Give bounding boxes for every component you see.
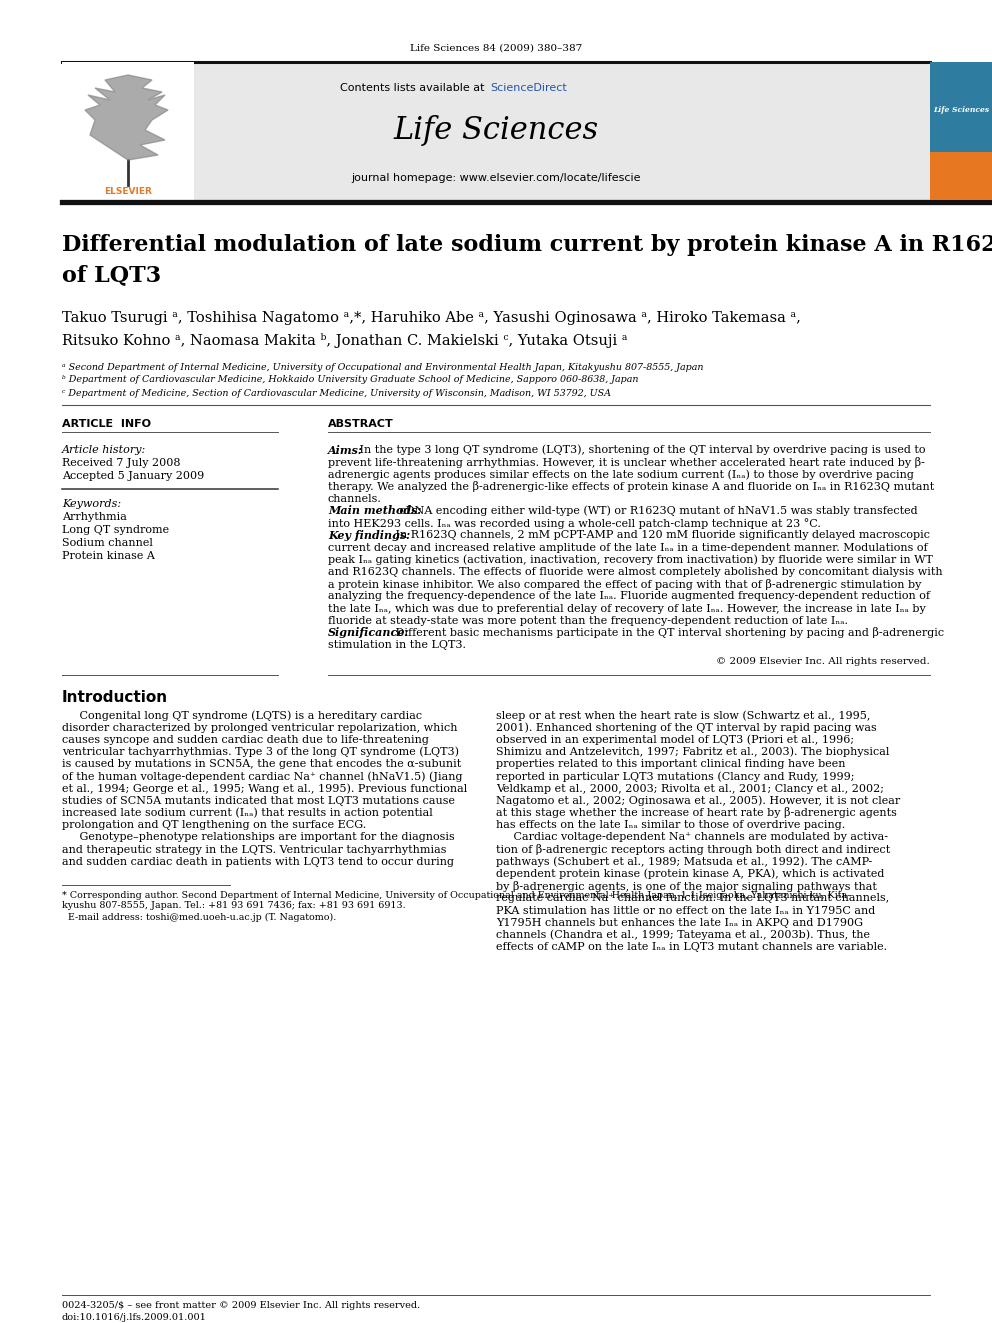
Text: Cardiac voltage-dependent Na⁺ channels are modulated by activa-: Cardiac voltage-dependent Na⁺ channels a… [496,832,888,843]
Text: Main methods:: Main methods: [328,505,422,516]
FancyBboxPatch shape [930,152,992,200]
Text: and R1623Q channels. The effects of fluoride were almost completely abolished by: and R1623Q channels. The effects of fluo… [328,568,942,577]
Text: the late Iₙₐ, which was due to preferential delay of recovery of late Iₙₐ. Howev: the late Iₙₐ, which was due to preferent… [328,603,926,614]
FancyBboxPatch shape [62,62,194,200]
Text: at this stage whether the increase of heart rate by β-adrenergic agents: at this stage whether the increase of he… [496,807,897,819]
Text: Keywords:: Keywords: [62,499,121,509]
Text: et al., 1994; George et al., 1995; Wang et al., 1995). Previous functional: et al., 1994; George et al., 1995; Wang … [62,783,467,794]
Text: Significance:: Significance: [328,627,410,639]
Text: increased late sodium current (Iₙₐ) that results in action potential: increased late sodium current (Iₙₐ) that… [62,808,433,819]
Text: ᶜ Department of Medicine, Section of Cardiovascular Medicine, University of Wisc: ᶜ Department of Medicine, Section of Car… [62,389,611,397]
Text: Long QT syndrome: Long QT syndrome [62,525,169,534]
Text: current decay and increased relative amplitude of the late Iₙₐ in a time-depende: current decay and increased relative amp… [328,542,928,553]
Text: peak Iₙₐ gating kinetics (activation, inactivation, recovery from inactivation) : peak Iₙₐ gating kinetics (activation, in… [328,554,932,565]
Text: analyzing the frequency-dependence of the late Iₙₐ. Fluoride augmented frequency: analyzing the frequency-dependence of th… [328,591,930,602]
Text: kyushu 807-8555, Japan. Tel.: +81 93 691 7436; fax: +81 93 691 6913.: kyushu 807-8555, Japan. Tel.: +81 93 691… [62,901,406,910]
Text: channels.: channels. [328,493,382,504]
Text: by β-adrenergic agents, is one of the major signaling pathways that: by β-adrenergic agents, is one of the ma… [496,881,877,892]
Text: and therapeutic strategy in the LQTS. Ventricular tachyarrhythmias: and therapeutic strategy in the LQTS. Ve… [62,844,446,855]
Text: Sodium channel: Sodium channel [62,538,153,548]
Text: Key findings:: Key findings: [328,531,411,541]
Text: PKA stimulation has little or no effect on the late Iₙₐ in Y1795C and: PKA stimulation has little or no effect … [496,906,875,916]
Text: Contents lists available at: Contents lists available at [340,83,488,93]
Text: stimulation in the LQT3.: stimulation in the LQT3. [328,640,466,650]
Text: Y1795H channels but enhances the late Iₙₐ in AKPQ and D1790G: Y1795H channels but enhances the late Iₙ… [496,918,863,927]
Text: doi:10.1016/j.lfs.2009.01.001: doi:10.1016/j.lfs.2009.01.001 [62,1312,207,1322]
Text: Different basic mechanisms participate in the QT interval shortening by pacing a: Different basic mechanisms participate i… [392,627,944,639]
Polygon shape [85,75,168,160]
Text: has effects on the late Iₙₐ similar to those of overdrive pacing.: has effects on the late Iₙₐ similar to t… [496,820,845,831]
Text: therapy. We analyzed the β-adrenergic-like effects of protein kinase A and fluor: therapy. We analyzed the β-adrenergic-li… [328,482,934,492]
Text: regulate cardiac Na⁺ channel function. In the LQT3 mutant channels,: regulate cardiac Na⁺ channel function. I… [496,893,889,904]
Text: Article history:: Article history: [62,445,146,455]
Text: tion of β-adrenergic receptors acting through both direct and indirect: tion of β-adrenergic receptors acting th… [496,844,890,855]
Text: causes syncope and sudden cardiac death due to life-threatening: causes syncope and sudden cardiac death … [62,734,429,745]
Text: studies of SCN5A mutants indicated that most LQT3 mutations cause: studies of SCN5A mutants indicated that … [62,796,455,806]
Text: channels (Chandra et al., 1999; Tateyama et al., 2003b). Thus, the: channels (Chandra et al., 1999; Tateyama… [496,930,870,941]
Text: reported in particular LQT3 mutations (Clancy and Rudy, 1999;: reported in particular LQT3 mutations (C… [496,771,854,782]
Text: cDNA encoding either wild-type (WT) or R1623Q mutant of hNaV1.5 was stably trans: cDNA encoding either wild-type (WT) or R… [396,505,918,516]
Text: a protein kinase inhibitor. We also compared the effect of pacing with that of β: a protein kinase inhibitor. We also comp… [328,578,922,590]
Text: In the type 3 long QT syndrome (LQT3), shortening of the QT interval by overdriv: In the type 3 long QT syndrome (LQT3), s… [356,445,926,455]
Text: Life Sciences 84 (2009) 380–387: Life Sciences 84 (2009) 380–387 [410,44,582,53]
Text: journal homepage: www.elsevier.com/locate/lifescie: journal homepage: www.elsevier.com/locat… [351,173,641,183]
Text: prevent life-threatening arrhythmias. However, it is unclear whether accelerated: prevent life-threatening arrhythmias. Ho… [328,456,925,468]
Text: ABSTRACT: ABSTRACT [328,419,394,429]
Text: fluoride at steady-state was more potent than the frequency-dependent reduction : fluoride at steady-state was more potent… [328,615,848,626]
Text: ScienceDirect: ScienceDirect [490,83,566,93]
Text: 0024-3205/$ – see front matter © 2009 Elsevier Inc. All rights reserved.: 0024-3205/$ – see front matter © 2009 El… [62,1302,421,1311]
Text: Protein kinase A: Protein kinase A [62,550,155,561]
Text: Life Sciences: Life Sciences [394,115,598,146]
Text: Arrhythmia: Arrhythmia [62,512,127,523]
Text: ELSEVIER: ELSEVIER [104,188,152,197]
Text: Life Sciences: Life Sciences [932,106,989,114]
FancyBboxPatch shape [62,62,930,200]
Text: effects of cAMP on the late Iₙₐ in LQT3 mutant channels are variable.: effects of cAMP on the late Iₙₐ in LQT3 … [496,942,887,953]
FancyBboxPatch shape [930,62,992,200]
Text: dependent protein kinase (protein kinase A, PKA), which is activated: dependent protein kinase (protein kinase… [496,869,885,880]
Text: into HEK293 cells. Iₙₐ was recorded using a whole-cell patch-clamp technique at : into HEK293 cells. Iₙₐ was recorded usin… [328,517,820,529]
Text: Accepted 5 January 2009: Accepted 5 January 2009 [62,471,204,482]
Text: properties related to this important clinical finding have been: properties related to this important cli… [496,759,845,769]
Text: pathways (Schubert et al., 1989; Matsuda et al., 1992). The cAMP-: pathways (Schubert et al., 1989; Matsuda… [496,856,872,867]
Text: ᵃ Second Department of Internal Medicine, University of Occupational and Environ: ᵃ Second Department of Internal Medicine… [62,363,703,372]
Text: Differential modulation of late sodium current by protein kinase A in R1623Q mut: Differential modulation of late sodium c… [62,234,992,255]
Text: ᵇ Department of Cardiovascular Medicine, Hokkaido University Graduate School of : ᵇ Department of Cardiovascular Medicine,… [62,376,639,385]
Text: and sudden cardiac death in patients with LQT3 tend to occur during: and sudden cardiac death in patients wit… [62,857,454,867]
Text: E-mail address: toshi@med.uoeh-u.ac.jp (T. Nagatomo).: E-mail address: toshi@med.uoeh-u.ac.jp (… [62,913,336,922]
Text: is caused by mutations in SCN5A, the gene that encodes the α-subunit: is caused by mutations in SCN5A, the gen… [62,759,461,769]
Text: of LQT3: of LQT3 [62,265,161,286]
Text: prolongation and QT lengthening on the surface ECG.: prolongation and QT lengthening on the s… [62,820,366,831]
Text: Genotype–phenotype relationships are important for the diagnosis: Genotype–phenotype relationships are imp… [62,832,454,843]
Text: sleep or at rest when the heart rate is slow (Schwartz et al., 1995,: sleep or at rest when the heart rate is … [496,710,870,721]
Text: 2001). Enhanced shortening of the QT interval by rapid pacing was: 2001). Enhanced shortening of the QT int… [496,722,877,733]
Text: Shimizu and Antzelevitch, 1997; Fabritz et al., 2003). The biophysical: Shimizu and Antzelevitch, 1997; Fabritz … [496,746,890,757]
Text: In R1623Q channels, 2 mM pCPT-AMP and 120 mM fluoride significantly delayed macr: In R1623Q channels, 2 mM pCPT-AMP and 12… [392,531,930,540]
Text: observed in an experimental model of LQT3 (Priori et al., 1996;: observed in an experimental model of LQT… [496,734,854,745]
Text: ARTICLE  INFO: ARTICLE INFO [62,419,151,429]
Text: ventricular tachyarrhythmias. Type 3 of the long QT syndrome (LQT3): ventricular tachyarrhythmias. Type 3 of … [62,746,459,757]
Text: Nagatomo et al., 2002; Oginosawa et al., 2005). However, it is not clear: Nagatomo et al., 2002; Oginosawa et al.,… [496,795,901,806]
Text: Aims:: Aims: [328,445,363,455]
Text: Received 7 July 2008: Received 7 July 2008 [62,458,181,468]
Text: Ritsuko Kohno ᵃ, Naomasa Makita ᵇ, Jonathan C. Makielski ᶜ, Yutaka Otsuji ᵃ: Ritsuko Kohno ᵃ, Naomasa Makita ᵇ, Jonat… [62,332,628,348]
Text: Congenital long QT syndrome (LQTS) is a hereditary cardiac: Congenital long QT syndrome (LQTS) is a … [62,710,423,721]
Text: Takuo Tsurugi ᵃ, Toshihisa Nagatomo ᵃ,*, Haruhiko Abe ᵃ, Yasushi Oginosawa ᵃ, Hi: Takuo Tsurugi ᵃ, Toshihisa Nagatomo ᵃ,*,… [62,311,801,325]
Text: of the human voltage-dependent cardiac Na⁺ channel (hNaV1.5) (Jiang: of the human voltage-dependent cardiac N… [62,771,462,782]
Text: * Corresponding author. Second Department of Internal Medicine, University of Oc: * Corresponding author. Second Departmen… [62,890,850,900]
Text: Veldkamp et al., 2000, 2003; Rivolta et al., 2001; Clancy et al., 2002;: Veldkamp et al., 2000, 2003; Rivolta et … [496,783,884,794]
Text: disorder characterized by prolonged ventricular repolarization, which: disorder characterized by prolonged vent… [62,722,457,733]
Text: adrenergic agents produces similar effects on the late sodium current (Iₙₐ) to t: adrenergic agents produces similar effec… [328,470,914,480]
Text: © 2009 Elsevier Inc. All rights reserved.: © 2009 Elsevier Inc. All rights reserved… [716,658,930,665]
Text: Introduction: Introduction [62,689,168,705]
